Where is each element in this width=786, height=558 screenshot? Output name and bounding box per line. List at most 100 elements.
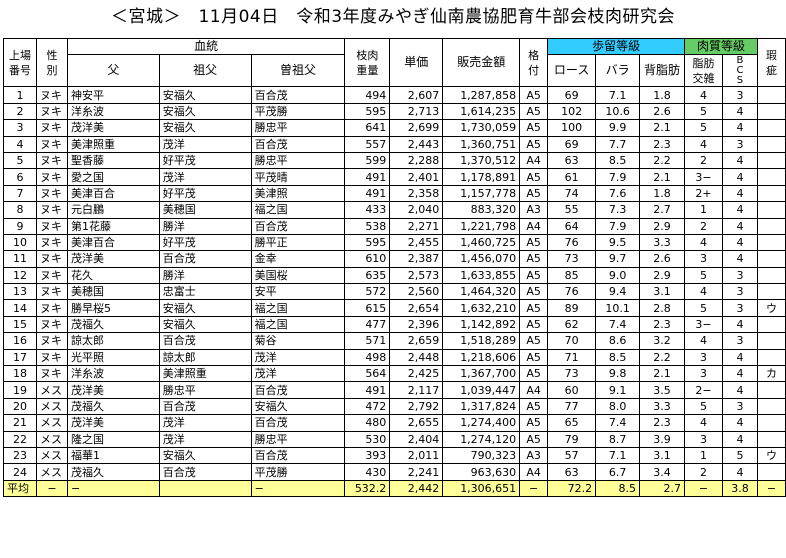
cell-fat: 2.1 — [639, 365, 686, 383]
cell-greatgrandfather: 金幸 — [250, 250, 346, 268]
cell-father: 美津百合 — [66, 233, 160, 252]
cell-sales: 1,632,210 — [442, 299, 521, 317]
cell-fat: 2.2 — [639, 348, 686, 367]
cell-defect — [756, 381, 786, 399]
cell-rib: 7.9 — [595, 168, 641, 186]
cell-father: 花久 — [66, 266, 160, 285]
cell-bcs: 3 — [721, 299, 758, 317]
cell-defect: カ — [756, 365, 786, 383]
cell-no: 21 — [3, 414, 37, 432]
average-rib: 8.5 — [595, 479, 641, 498]
cell-no: 18 — [3, 365, 37, 383]
cell-no: 7 — [3, 184, 37, 203]
cell-loin: 85 — [547, 266, 597, 285]
cell-grade: A5 — [519, 348, 549, 367]
cell-sales: 1,221,798 — [442, 217, 521, 235]
cell-rib: 6.7 — [595, 463, 641, 481]
cell-grandfather: 忠富士 — [158, 283, 252, 301]
cell-sex: ヌキ — [35, 86, 68, 104]
cell-defect — [756, 414, 786, 432]
cell-rib: 7.6 — [595, 184, 641, 203]
cell-weight: 498 — [344, 348, 391, 367]
page-title: ＜宮城＞ 11月04日 令和3年度みやぎ仙南農協肥育牛部会枝肉研究会 — [110, 7, 676, 27]
cell-greatgrandfather: 百合茂 — [250, 446, 346, 465]
cell-fat: 3.2 — [639, 332, 686, 350]
header-sales: 販売金額 — [442, 37, 521, 88]
table-row: 19 メス 茂洋美 勝忠平 百合茂 491 2,117 1,039,447 A4 60 9.1 3.5… — [3, 381, 786, 399]
cell-defect — [756, 217, 786, 235]
cell-grandfather: 茂洋 — [158, 168, 252, 186]
cell-weight: 599 — [344, 151, 391, 170]
cell-marbling: 1 — [684, 446, 723, 465]
cell-grade: A5 — [519, 332, 549, 350]
cell-weight: 393 — [344, 446, 391, 465]
cell-father: 茂福久 — [66, 315, 160, 334]
header-marbling: 脂肪 交雑 — [684, 54, 723, 88]
cell-no: 11 — [3, 250, 37, 268]
cell-grade: A5 — [519, 233, 549, 252]
cell-father: 茂福久 — [66, 463, 160, 481]
cell-rib: 9.4 — [595, 283, 641, 301]
cell-sex: メス — [35, 463, 68, 481]
cell-rib: 7.1 — [595, 446, 641, 465]
cell-no: 12 — [3, 266, 37, 285]
cell-bcs: 4 — [721, 430, 758, 448]
cell-weight: 480 — [344, 414, 391, 432]
cell-weight: 615 — [344, 299, 391, 317]
cell-father: 洋糸波 — [66, 365, 160, 383]
header-greatgrandfather: 曽祖父 — [250, 54, 346, 88]
cell-rib: 7.1 — [595, 86, 641, 104]
cell-grandfather: 好平茂 — [158, 233, 252, 252]
cell-marbling: 2 — [684, 217, 723, 235]
cell-loin: 77 — [547, 397, 597, 416]
cell-fat: 2.9 — [639, 266, 686, 285]
cell-father: 茂洋美 — [66, 119, 160, 137]
cell-greatgrandfather: 平茂勝 — [250, 102, 346, 121]
table-row: 16 ヌキ 諒太郎 百合茂 菊谷 571 2,659 1,518,289 A5 70 8.6 3.2 4… — [3, 332, 786, 350]
cell-greatgrandfather: 茂洋 — [250, 365, 346, 383]
average-row: 平均 − − − 532.2 2,442 1,306,651 − 72.2 8.… — [3, 479, 786, 498]
cell-grandfather: 安福久 — [158, 102, 252, 121]
average-grandfather — [158, 479, 252, 498]
cell-sex: ヌキ — [35, 299, 68, 317]
cell-bcs: 3 — [721, 332, 758, 350]
cell-marbling: 3− — [684, 315, 723, 334]
header-rib: バラ — [595, 54, 641, 88]
cell-greatgrandfather: 菊谷 — [250, 332, 346, 350]
cell-defect — [756, 315, 786, 334]
cell-bcs: 3 — [721, 266, 758, 285]
cell-grandfather: 勝忠平 — [158, 381, 252, 399]
cell-marbling: 4 — [684, 233, 723, 252]
cell-grandfather: 諒太郎 — [158, 348, 252, 367]
table-row: 13 ヌキ 美穂国 忠富士 安平 572 2,560 1,464,320 A5 76 9.4 3.1 4… — [3, 283, 786, 301]
cell-sales: 1,518,289 — [442, 332, 521, 350]
cell-greatgrandfather: 福之国 — [250, 299, 346, 317]
cell-father: 茂洋美 — [66, 381, 160, 399]
cell-greatgrandfather: 勝忠平 — [250, 119, 346, 137]
cell-marbling: 5 — [684, 397, 723, 416]
average-loin: 72.2 — [547, 479, 597, 498]
cell-no: 4 — [3, 135, 37, 153]
cell-bcs: 4 — [721, 381, 758, 399]
cell-father: 美津照重 — [66, 135, 160, 153]
cell-sales: 1,730,059 — [442, 119, 521, 137]
cell-weight: 494 — [344, 86, 391, 104]
cell-no: 23 — [3, 446, 37, 465]
cell-weight: 635 — [344, 266, 391, 285]
cell-fat: 2.3 — [639, 315, 686, 334]
cell-loin: 69 — [547, 135, 597, 153]
cell-no: 9 — [3, 217, 37, 235]
cell-weight: 538 — [344, 217, 391, 235]
cell-greatgrandfather: 安平 — [250, 283, 346, 301]
cell-rib: 9.8 — [595, 365, 641, 383]
cell-no: 1 — [3, 86, 37, 104]
cell-grade: A4 — [519, 381, 549, 399]
average-sex: − — [35, 479, 68, 498]
cell-defect: ウ — [756, 446, 786, 465]
cell-unit-price: 2,455 — [389, 233, 444, 252]
cell-sales: 1,614,235 — [442, 102, 521, 121]
cell-weight: 595 — [344, 102, 391, 121]
cell-father: 第1花藤 — [66, 217, 160, 235]
cell-loin: 64 — [547, 217, 597, 235]
cell-father: 茂福久 — [66, 397, 160, 416]
